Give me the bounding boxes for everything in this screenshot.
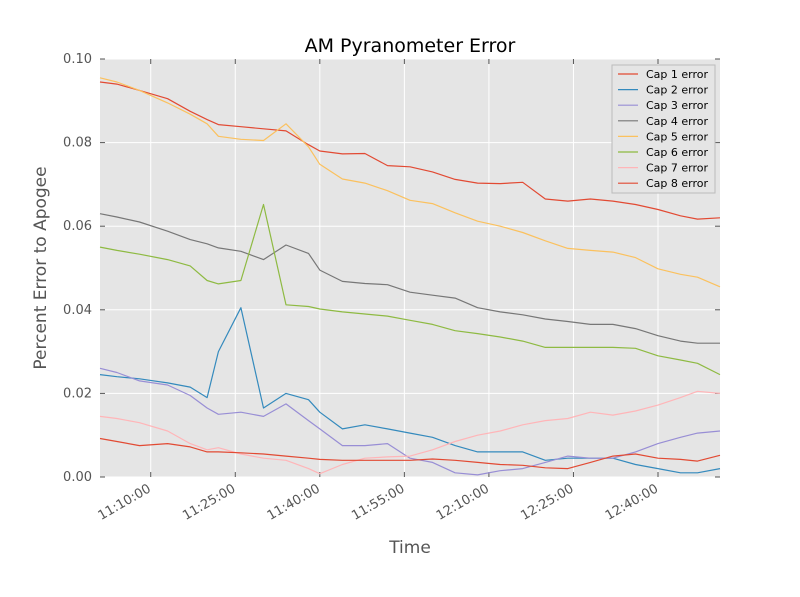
legend-box — [611, 64, 716, 194]
grid — [100, 58, 720, 478]
series-line-cap-1 — [99, 81, 721, 220]
x-tick-label: 12:40:00 — [603, 481, 661, 523]
series-line-cap-6 — [99, 203, 721, 376]
legend-label: Cap 6 error — [646, 146, 709, 159]
series-lines — [99, 77, 721, 476]
series-line-cap-7 — [99, 390, 721, 475]
series-line-cap-2 — [99, 307, 721, 474]
legend-label: Cap 7 error — [646, 162, 709, 175]
series-line-cap-5 — [99, 77, 721, 288]
x-tick-label: 11:55:00 — [349, 481, 407, 523]
chart-title: AM Pyranometer Error — [305, 35, 516, 57]
x-axis-label: Time — [388, 538, 431, 558]
tick-marks — [100, 58, 720, 478]
y-axis-label: Percent Error to Apogee — [31, 166, 51, 369]
legend-label: Cap 4 error — [646, 115, 709, 128]
x-tick-label: 12:10:00 — [434, 481, 492, 523]
series-line-cap-4 — [99, 213, 720, 344]
legend: Cap 1 error Cap 2 error Cap 3 error Cap 4 e… — [611, 64, 716, 194]
y-tick-label: 0.00 — [63, 470, 92, 485]
legend-label: Cap 5 error — [646, 130, 709, 143]
y-tick-label: 0.04 — [63, 303, 92, 318]
x-tick-label: 11:10:00 — [96, 481, 154, 523]
legend-label: Cap 3 error — [646, 99, 709, 112]
x-tick-label: 11:25:00 — [180, 481, 238, 523]
series-line-cap-3 — [99, 367, 721, 476]
legend-label: Cap 8 error — [646, 177, 709, 190]
series-line-cap-8 — [99, 437, 721, 470]
x-tick-label: 12:25:00 — [518, 481, 576, 523]
y-tick-label: 0.10 — [63, 52, 92, 67]
y-tick-label: 0.02 — [63, 386, 92, 401]
legend-label: Cap 1 error — [646, 68, 709, 81]
x-tick-label: 11:40:00 — [265, 481, 323, 523]
y-tick-label: 0.06 — [63, 219, 92, 234]
legend-label: Cap 2 error — [646, 84, 709, 97]
y-tick-label: 0.08 — [63, 136, 92, 151]
